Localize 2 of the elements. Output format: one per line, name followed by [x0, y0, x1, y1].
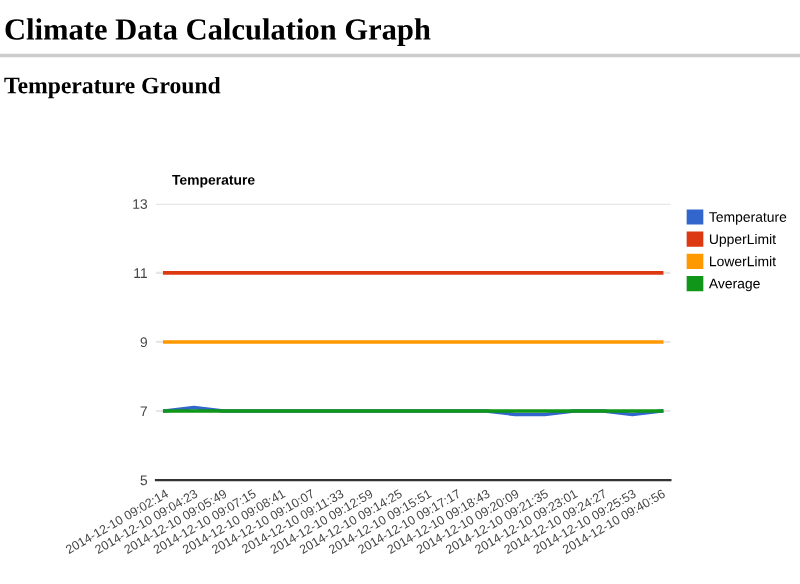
chart-subtitle: Temperature Ground [4, 76, 221, 99]
chart-title: Climate Data Calculation Graph [5, 18, 431, 46]
